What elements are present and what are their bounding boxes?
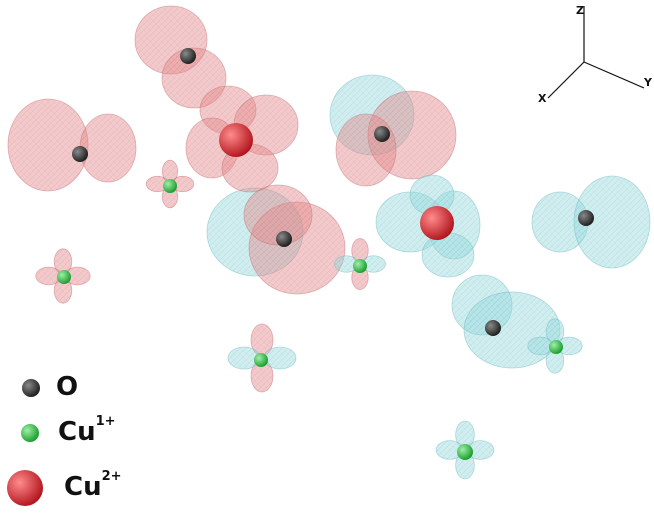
oxygen-atom-6 [485,320,501,336]
cu1a-lobe-3 [145,175,169,193]
o2-lobe-left [7,98,89,192]
o3-lobe-c [243,184,313,246]
legend-oxygen-marker [22,379,40,397]
cu1-atom-5 [549,340,563,354]
cu2b-lobe-4 [421,232,475,278]
cu1d-lobe-1 [250,323,274,357]
cu1d-lobe-3 [227,346,261,370]
oxygen-atom-5 [578,210,594,226]
cu2-atom-2 [420,206,454,240]
cu1c-lobe-3 [334,255,359,273]
cu1-atom-1 [163,179,177,193]
cu1c-lobe-4 [361,255,386,273]
cu1f-lobe-1 [455,420,475,449]
cu1-atom-6 [457,444,473,460]
cu1a-lobe-4 [171,175,195,193]
legend-markers [7,379,43,506]
o2-lobe-right [79,113,137,183]
cu2b-lobe-3 [409,174,455,216]
o5-lobe-right [573,175,651,269]
cu1b-lobe-3 [35,266,62,286]
cu1d-lobe-2 [250,359,274,393]
legend-cu2-marker [7,470,43,506]
oxygen-atom-2 [72,146,88,162]
o6-lobe-bottom [463,291,561,369]
cu2-atom-1 [219,123,253,157]
y-axis-line [583,61,645,89]
orbital-lobes [7,5,651,480]
y-axis-label: Y [643,76,653,89]
legend-cu1-marker [21,424,39,442]
atoms [57,48,594,460]
cu1c-lobe-1 [351,238,369,263]
cu1-atom-2 [57,270,71,284]
x-axis-label: X [538,92,547,105]
cu1e-lobe-2 [545,347,565,374]
cu1b-lobe-4 [64,266,91,286]
o5-lobe-left [531,191,589,253]
cu1-atom-4 [254,353,268,367]
cu1f-lobe-2 [455,451,475,480]
cu1b-lobe-1 [53,248,73,275]
oxygen-atom-3 [276,231,292,247]
cu1e-lobe-4 [556,336,583,356]
o4-lobe-c [335,113,397,187]
oxygen-atom-1 [180,48,196,64]
axis-triad: Z X Y [538,4,653,105]
cu1e-lobe-3 [527,336,554,356]
z-axis-label: Z [576,4,584,17]
cu1e-lobe-1 [545,318,565,345]
oxygen-atom-4 [374,126,390,142]
x-axis-line [547,61,585,99]
cu1f-lobe-4 [466,440,495,460]
cu1-atom-3 [353,259,367,273]
cu1b-lobe-2 [53,277,73,304]
cu1a-lobe-1 [161,159,179,183]
cu1d-lobe-4 [263,346,297,370]
